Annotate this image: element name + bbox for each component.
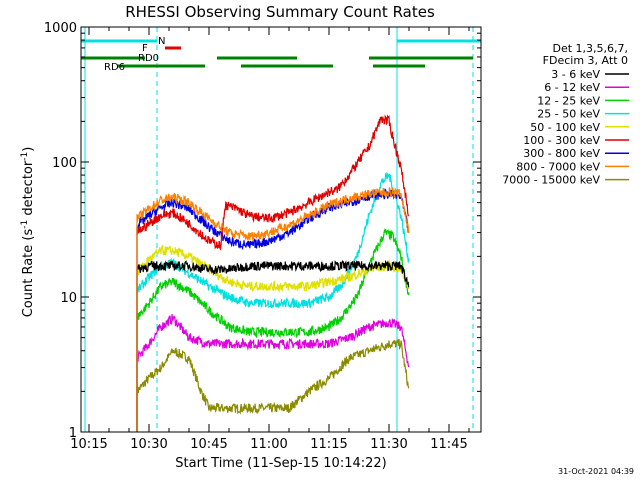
series-line: [136, 227, 410, 432]
legend-header-line: FDecim 3, Att 0: [543, 54, 628, 67]
legend-label: 800 - 7000 keV: [516, 160, 600, 173]
legend-label: 25 - 50 keV: [537, 108, 600, 121]
axis-layer: 10:15 10:30 10:45 11:00 11:15 11:30 11:45 1 10 10…: [44, 21, 481, 452]
y-tick-label: 1000: [44, 21, 77, 36]
legend-label: 3 - 6 keV: [551, 68, 600, 81]
series-line: [136, 187, 410, 432]
plot-frame: [80, 26, 482, 433]
x-tick-label: 10:45: [190, 437, 227, 452]
x-tick-label: 11:30: [370, 437, 407, 452]
y-axis-title-part: ): [21, 147, 36, 152]
series-line: [136, 244, 410, 432]
x-tick-label: 10:15: [70, 437, 107, 452]
series-layer: [136, 114, 410, 432]
legend-label: 100 - 300 keV: [523, 134, 600, 147]
flag-label: RD6: [104, 62, 125, 73]
chart-title: RHESSI Observing Summary Count Rates: [125, 3, 435, 21]
y-axis-title-exponent: -1: [20, 152, 30, 161]
series-line: [136, 259, 410, 432]
y-axis-title-part: Count Rate (s: [21, 229, 36, 318]
y-axis-title: Count Rate (s-1 detector-1): [20, 147, 36, 318]
y-tick-label: 1: [69, 426, 77, 441]
x-tick-label: 11:15: [310, 437, 347, 452]
x-axis-title: Start Time (11-Sep-15 10:14:22): [175, 456, 386, 471]
legend-label: 300 - 800 keV: [523, 147, 600, 160]
legend-label: 6 - 12 keV: [544, 81, 600, 94]
y-tick-label: 100: [52, 156, 77, 171]
legend-label: 50 - 100 keV: [530, 121, 600, 134]
y-tick-label: 10: [60, 291, 77, 306]
series-line: [136, 314, 410, 432]
vertical-marker-layer: [84, 27, 474, 432]
y-axis-title-part: detector: [21, 160, 36, 220]
flag-label: N: [158, 36, 165, 47]
legend-label: 12 - 25 keV: [537, 94, 600, 107]
flag-label: RD0: [138, 53, 159, 64]
x-tick-label: 10:30: [130, 437, 167, 452]
series-line: [136, 339, 410, 432]
legend-header-line: Det 1,3,5,6,7,: [552, 42, 628, 55]
x-tick-label: 11:45: [430, 437, 467, 452]
legend-label: 7000 - 15000 keV: [502, 174, 600, 187]
flag-label: F: [142, 43, 148, 54]
series-line: [136, 171, 410, 432]
series-line: [136, 114, 410, 432]
footer-timestamp: 31-Oct-2021 04:39: [558, 467, 634, 476]
y-axis-title-exponent: -1: [20, 220, 30, 229]
legend: Det 1,3,5,6,7, FDecim 3, Att 0 3 - 6 keV…: [502, 42, 629, 187]
x-tick-label: 11:00: [250, 437, 287, 452]
